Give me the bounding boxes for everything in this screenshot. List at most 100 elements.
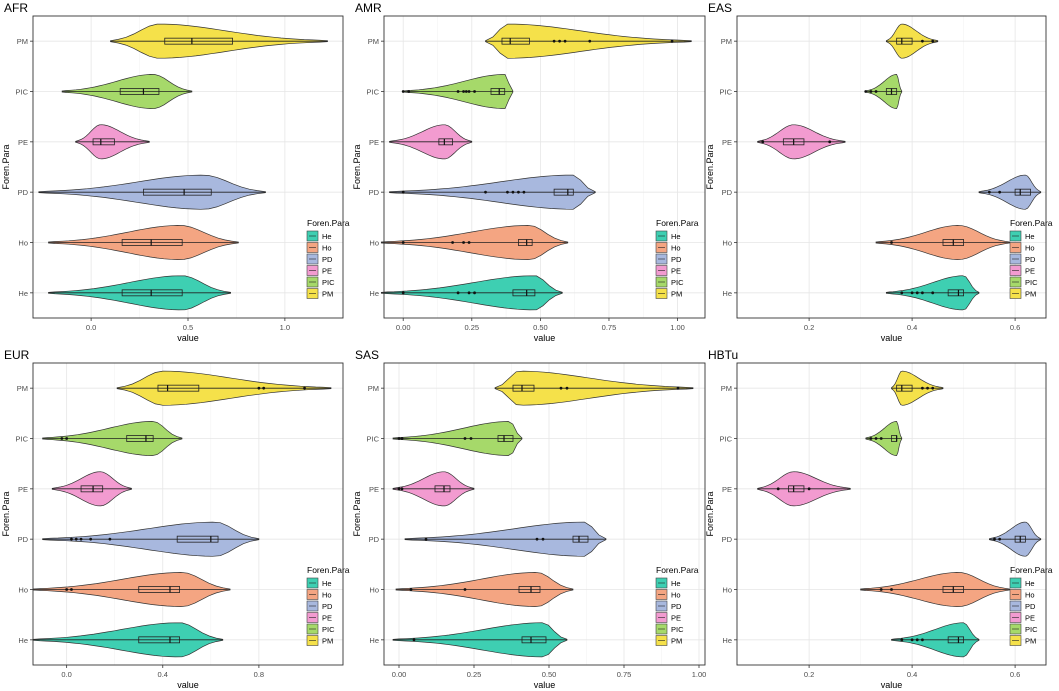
y-axis-label: Foren.Para xyxy=(352,491,362,536)
outlier-point xyxy=(921,39,924,43)
panel-title: EUR xyxy=(4,348,30,362)
panel-title: HBTu xyxy=(708,348,738,362)
box-iqr xyxy=(497,435,514,442)
violin-pe xyxy=(51,471,132,507)
y-tick-label: PE xyxy=(722,138,732,147)
y-tick-label: PE xyxy=(369,485,379,494)
box-iqr xyxy=(138,636,180,644)
x-tick-label: 1.00 xyxy=(692,670,707,679)
legend-label: PIC xyxy=(322,278,335,287)
outlier-point xyxy=(70,537,73,541)
legend-label: He xyxy=(1025,232,1035,241)
box-iqr xyxy=(518,239,533,246)
violin-pm xyxy=(110,23,328,59)
plot-frame xyxy=(383,362,706,666)
outlier-point xyxy=(473,291,476,295)
panel-title: AMR xyxy=(355,1,382,15)
y-tick-label: Ho xyxy=(722,586,732,595)
panel-title: SAS xyxy=(355,348,379,362)
y-tick-label: PE xyxy=(18,485,28,494)
legend-title: Foren.Para xyxy=(307,565,350,575)
x-tick-label: 0.75 xyxy=(617,670,632,679)
x-tick-label: 0.25 xyxy=(464,323,479,332)
outlier-point xyxy=(397,437,401,440)
panel-title: AFR xyxy=(4,1,28,15)
box-iqr xyxy=(490,88,506,95)
violin-pe xyxy=(757,124,846,160)
outlier-point xyxy=(401,190,405,194)
panel-eur: EUR PM PIC PE PD Ho He 0.0 0.4 0.8 value Foren.Para… xyxy=(1,348,350,690)
outlier-point xyxy=(303,386,306,390)
box-iqr xyxy=(92,138,115,146)
outlier-point xyxy=(921,638,924,642)
panel-afr: AFR PM PIC PE PD Ho He 0.0 0.5 1.0 value Foren.Para… xyxy=(1,1,350,343)
box-iqr xyxy=(119,88,160,95)
legend-label: He xyxy=(322,232,332,241)
outlier-point xyxy=(559,386,563,390)
violin-pm xyxy=(885,23,939,59)
y-tick-label: He xyxy=(722,636,732,645)
outlier-point xyxy=(407,90,411,93)
outlier-point xyxy=(874,90,878,93)
outlier-point xyxy=(511,190,515,194)
outlier-point xyxy=(864,90,868,93)
violin-pe xyxy=(389,124,473,160)
box-iqr xyxy=(896,37,913,45)
y-tick-label: Ho xyxy=(369,586,379,595)
outlier-point xyxy=(401,90,405,93)
legend-label: Ho xyxy=(322,591,332,600)
x-tick-label: 0.6 xyxy=(1010,670,1020,679)
box-iqr xyxy=(553,188,574,196)
legend-label: PE xyxy=(671,614,681,623)
outlier-point xyxy=(987,190,991,194)
outlier-point xyxy=(65,437,69,440)
violin-pd xyxy=(389,174,596,210)
legend-label: Ho xyxy=(671,591,681,600)
outlier-point xyxy=(462,241,465,244)
outlier-point xyxy=(70,588,73,591)
box-iqr xyxy=(512,384,535,392)
legend: Foren.Para He Ho PD PE PIC PM xyxy=(306,218,350,299)
outlier-point xyxy=(467,241,471,244)
box-iqr xyxy=(512,289,536,297)
outlier-point xyxy=(74,537,78,541)
y-tick-label: PIC xyxy=(366,435,379,444)
y-tick-label: PD xyxy=(18,535,29,544)
x-tick-label: 0.6 xyxy=(1010,323,1020,332)
legend-label: PD xyxy=(1025,255,1036,264)
plot-background xyxy=(737,363,1046,665)
violin-he xyxy=(48,275,231,311)
x-tick-label: 0.0 xyxy=(61,670,71,679)
x-tick-label: 0.4 xyxy=(907,670,917,679)
y-tick-label: He xyxy=(369,636,379,645)
outlier-point xyxy=(921,386,924,390)
y-tick-label: PD xyxy=(369,188,380,197)
legend-label: PE xyxy=(322,267,332,276)
legend-label: PE xyxy=(1025,267,1035,276)
outlier-point xyxy=(993,537,996,541)
y-tick-label: PIC xyxy=(15,435,28,444)
legend-title: Foren.Para xyxy=(1010,565,1053,575)
outlier-point xyxy=(910,638,914,642)
violin-pic xyxy=(42,421,183,456)
outlier-point xyxy=(463,588,467,591)
y-tick-label: He xyxy=(369,289,379,298)
y-tick-label: He xyxy=(18,289,28,298)
box-iqr xyxy=(518,586,541,593)
legend-label: PE xyxy=(671,267,681,276)
violin-he xyxy=(32,622,224,658)
outlier-point xyxy=(910,291,914,295)
outlier-point xyxy=(558,39,561,43)
violin-pic xyxy=(392,421,523,456)
legend-label: PE xyxy=(1025,614,1035,623)
plot-background xyxy=(33,363,343,665)
legend-label: Ho xyxy=(322,244,332,253)
plot-frame xyxy=(383,15,706,319)
outlier-point xyxy=(484,190,487,194)
y-tick-label: PM xyxy=(17,37,28,46)
y-tick-label: PM xyxy=(17,384,28,393)
violin-pm xyxy=(485,23,692,59)
box-iqr xyxy=(1014,188,1031,196)
violin-ho xyxy=(875,225,1011,260)
box-iqr xyxy=(80,485,104,493)
